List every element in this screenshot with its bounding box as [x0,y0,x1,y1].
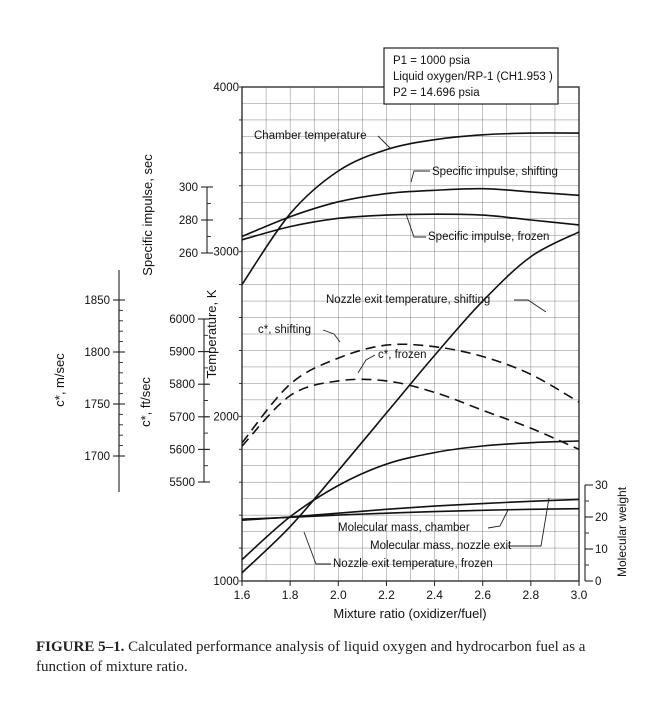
x-tick-label: 2.4 [426,588,443,602]
cstar_ft-tick-label: 5700 [169,412,195,424]
specific_impulse-tick-label: 280 [179,215,198,227]
cstar_m-tick-label: 1800 [84,347,110,359]
x-tick-label: 2.8 [523,588,540,602]
temperature-tick-label: 1000 [213,576,239,588]
conditions-line-2: Liquid oxygen/RP-1 (CH1.953 ) [393,71,553,83]
cstar_ft-tick-label: 5500 [169,477,195,489]
performance-chart: 1.6 1.8 2.0 2.2 2.4 2.6 2.8 3.01000200030004000… [52,47,629,621]
series-c-frozen [241,378,580,451]
cstar_ft-tick-label: 6000 [169,314,195,326]
series-specific-impulse-shifting [241,187,580,238]
molecular-tick-label: 30 [595,480,608,492]
label-nozzle-frozen: Nozzle exit temperature, frozen [333,558,493,570]
series-specific-impulse-frozen [241,213,580,241]
series-chamber-temperature [241,132,580,286]
label-chamber-temperature: Chamber temperature [254,130,367,142]
molecular-weight-axis-label: Molecular weight [615,486,629,577]
label-mm-nozzle: Molecular mass, nozzle exit [370,540,512,552]
molecular-tick-label: 20 [595,512,608,524]
chart-series [241,132,580,574]
x-tick-label: 1.8 [282,588,299,602]
label-isp-shifting: Specific impulse, shifting [432,166,558,178]
cstar_ft-tick-label: 5800 [169,379,195,391]
conditions-box: P1 = 1000 psia Liquid oxygen/RP-1 (CH1.9… [383,47,559,105]
x-tick-label: 2.6 [474,588,491,602]
x-tick-label: 3.0 [571,588,588,602]
chart-axes: 1.6 1.8 2.0 2.2 2.4 2.6 2.8 3.01000200030004000… [84,82,607,602]
molecular-tick-label: 10 [595,544,608,556]
cstar_m-tick-label: 1750 [84,399,110,411]
temperature-axis-label: Temperature, K [204,289,219,378]
label-cstar-shifting: c*, shifting [258,324,311,336]
cstar-ft-axis-label: c*, ft/sec [138,377,153,427]
x-axis-label: Mixture ratio (oxidizer/fuel) [333,606,486,621]
temperature-tick-label: 3000 [213,247,239,259]
series-molecular-mass-nozzle-exit [241,498,580,521]
conditions-line-3: P2 = 14.696 psia [393,87,480,99]
series-c-shifting [241,343,580,444]
cstar-m-axis-label: c*, m/sec [52,353,67,407]
cstar_m-tick-label: 1850 [84,295,110,307]
conditions-line-1: P1 = 1000 psia [393,55,471,67]
caption-text: Calculated performance analysis of liqui… [36,639,586,675]
specific_impulse-tick-label: 260 [179,248,198,260]
caption-label: FIGURE 5–1. [36,639,125,655]
specific_impulse-tick-label: 300 [179,182,198,194]
cstar_ft-tick-label: 5900 [169,347,195,359]
figure-caption: FIGURE 5–1. Calculated performance analy… [36,637,636,677]
specific-impulse-axis-label: Specific impulse, sec [140,154,155,276]
label-nozzle-shifting: Nozzle exit temperature, shifting [326,294,490,306]
label-cstar-frozen: c*, frozen [378,349,427,361]
series-nozzle-exit-temperature-shifting [241,231,580,574]
label-mm-chamber: Molecular mass, chamber [338,522,470,534]
cstar_m-tick-label: 1700 [84,451,110,463]
label-isp-frozen: Specific impulse, frozen [428,231,549,243]
molecular-tick-label: 0 [595,576,601,588]
x-tick-label: 1.6 [234,588,251,602]
temperature-tick-label: 4000 [213,82,239,94]
label-leaders [303,135,550,565]
x-tick-label: 2.0 [330,588,347,602]
temperature-tick-label: 2000 [213,411,239,423]
x-tick-label: 2.2 [378,588,395,602]
cstar_ft-tick-label: 5600 [169,444,195,456]
